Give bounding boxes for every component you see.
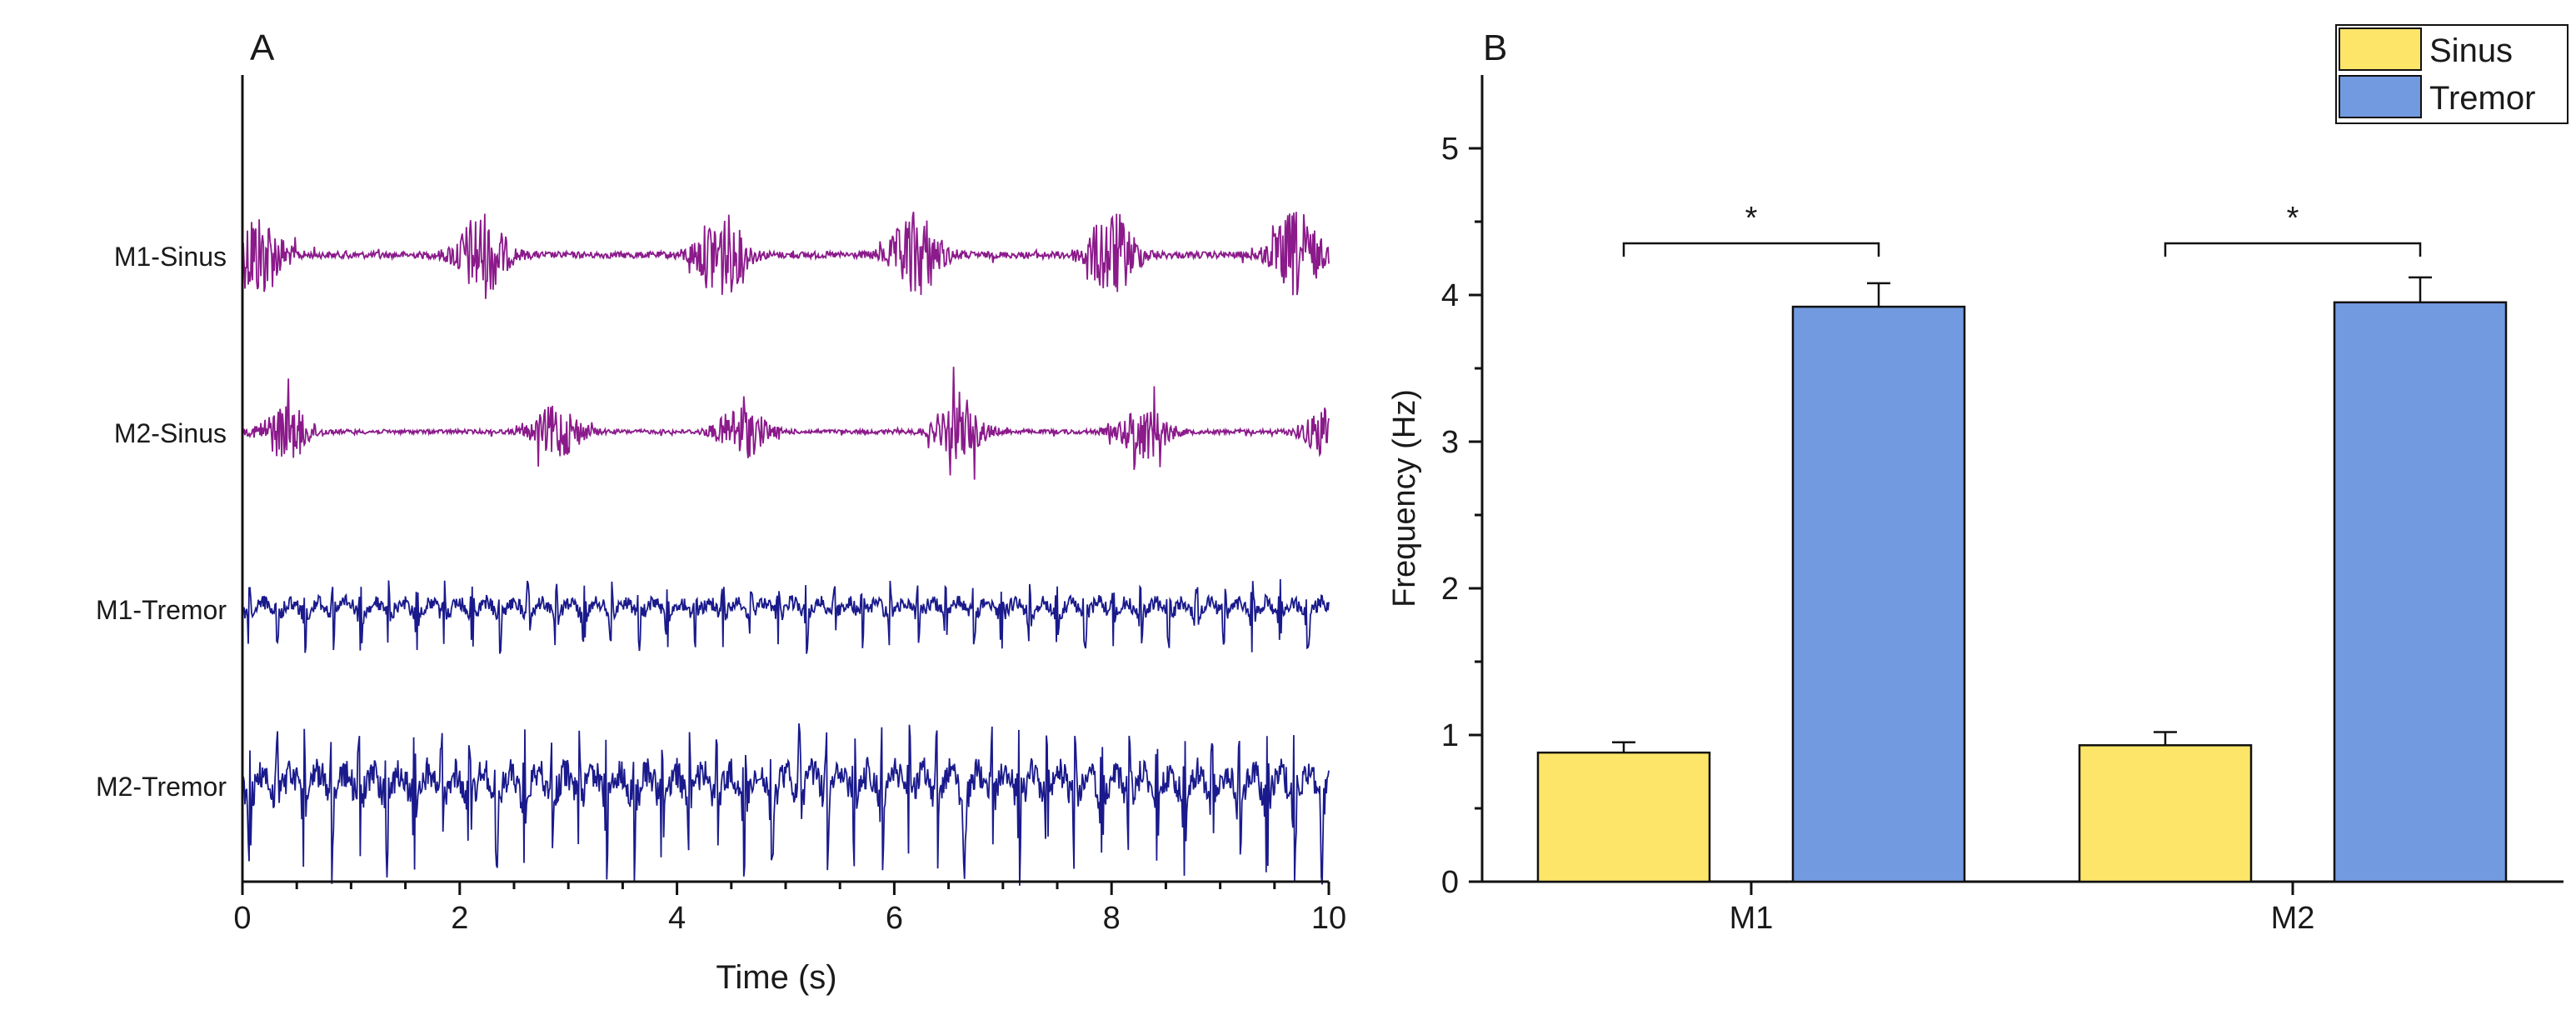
panel-b-y-tick-label: 1 xyxy=(1441,718,1459,753)
panel-b-x-tick-label: M2 xyxy=(2271,901,2315,936)
panel-b: B 012345M1 M2 * * Frequency (Hz) SinusTrem… xyxy=(1387,25,2568,936)
panel-a-x-tick-label: 8 xyxy=(1103,901,1121,936)
panel-b-y-tick-label: 5 xyxy=(1441,132,1459,167)
significance-bracket xyxy=(1624,243,1879,257)
panel-b-y-axis-label: Frequency (Hz) xyxy=(1387,389,1422,608)
panel-b-x-tick-label: M1 xyxy=(1730,901,1774,936)
panel-b-legend: Sinus Tremor xyxy=(2336,25,2568,123)
panel-b-significance: * * xyxy=(1624,201,2420,257)
panel-b-label: B xyxy=(1483,28,1507,68)
panel-a-trace-label: M1-Sinus xyxy=(114,242,227,272)
panel-a-x-tick-label: 6 xyxy=(886,901,903,936)
panel-a-x-tick-label: 10 xyxy=(1311,901,1346,936)
panel-a-x-tick-label: 4 xyxy=(668,901,686,936)
significance-mark: * xyxy=(1745,201,1758,236)
panel-a-trace-label: M2-Sinus xyxy=(114,418,227,448)
bar-tremor-m1 xyxy=(1793,307,1964,882)
legend-swatch-sinus xyxy=(2339,28,2421,70)
significance-bracket xyxy=(2165,243,2420,257)
panel-a-traces: M1-Sinus M2-Sinus M1-Tremor M2-Tremor xyxy=(96,212,1329,886)
panel-a-trace-m1-sinus xyxy=(242,212,1329,299)
panel-b-y-tick-label: 0 xyxy=(1441,865,1459,900)
panel-a: A M1-Sinus M2-Sinus M1-Tremor M2-Tremor 0 2 4… xyxy=(96,28,1346,996)
panel-b-bars xyxy=(1538,278,2506,882)
panel-a-axes: 0 2 4 6 8 10 xyxy=(233,75,1346,936)
panel-a-trace-m2-tremor xyxy=(242,723,1329,886)
panel-a-trace-label: M1-Tremor xyxy=(96,595,227,625)
panel-b-y-tick-label: 4 xyxy=(1441,278,1459,313)
panel-a-trace-m2-sinus xyxy=(242,367,1329,479)
panel-a-trace-label: M2-Tremor xyxy=(96,772,227,802)
significance-mark: * xyxy=(2287,201,2299,236)
bar-sinus-m2 xyxy=(2079,745,2251,882)
panel-a-trace-m1-tremor xyxy=(242,579,1329,654)
bar-sinus-m1 xyxy=(1538,752,1710,882)
panel-b-y-tick-label: 2 xyxy=(1441,572,1459,607)
panel-b-y-tick-label: 3 xyxy=(1441,425,1459,460)
legend-label-sinus: Sinus xyxy=(2429,32,2513,69)
bar-tremor-m2 xyxy=(2334,302,2506,882)
legend-swatch-tremor xyxy=(2339,76,2421,118)
panel-a-x-axis-label: Time (s) xyxy=(716,959,836,996)
legend-label-tremor: Tremor xyxy=(2429,80,2535,117)
panel-a-x-tick-label: 0 xyxy=(233,901,251,936)
panel-a-x-tick-label: 2 xyxy=(451,901,468,936)
panel-a-label: A xyxy=(250,28,275,68)
